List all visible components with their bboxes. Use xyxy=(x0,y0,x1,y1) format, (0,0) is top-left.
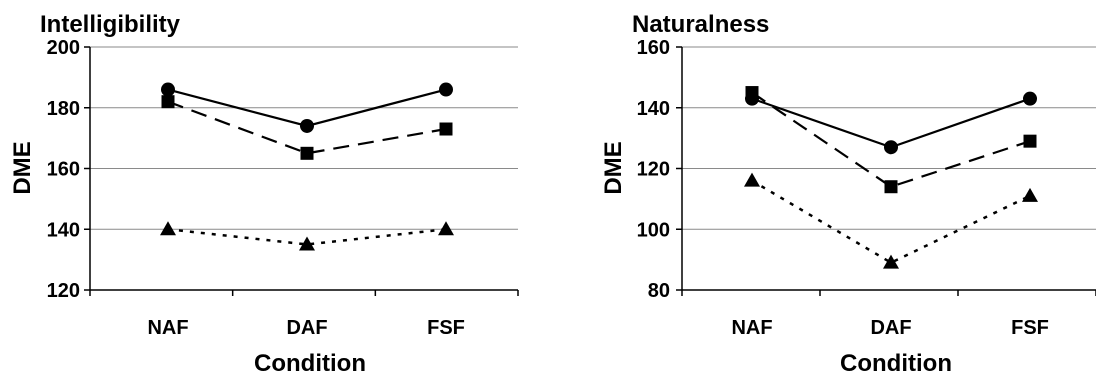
y-axis-label: DME xyxy=(600,141,627,194)
y-tick-label: 160 xyxy=(637,37,670,59)
y-tick-label: 140 xyxy=(637,98,670,120)
x-tick-label: FSF xyxy=(1011,317,1049,339)
x-tick-label: DAF xyxy=(286,317,327,339)
data-point-square xyxy=(161,95,175,109)
data-point-square xyxy=(439,122,453,136)
data-point-circle xyxy=(300,118,314,133)
data-point-circle xyxy=(1023,91,1037,106)
data-point-circle xyxy=(161,82,175,97)
chart-title: Intelligibility xyxy=(40,11,181,38)
y-tick-label: 180 xyxy=(47,98,80,120)
series-line-triangle xyxy=(751,179,1031,265)
series-line-triangle xyxy=(167,228,447,246)
data-point-square xyxy=(1023,134,1037,148)
data-point-circle xyxy=(884,140,898,155)
series-line-circle xyxy=(751,97,1031,149)
data-point-triangle xyxy=(883,254,899,269)
x-tick-label: FSF xyxy=(427,317,465,339)
y-tick-label: 120 xyxy=(47,280,80,302)
x-tick-label: DAF xyxy=(870,317,911,339)
x-tick-label: NAF xyxy=(731,317,772,339)
data-point-square xyxy=(884,180,898,194)
data-point-triangle xyxy=(438,221,454,236)
data-point-triangle xyxy=(1022,187,1038,202)
y-tick-label: 200 xyxy=(47,37,80,59)
y-tick-label: 140 xyxy=(47,219,80,241)
data-point-triangle xyxy=(744,172,760,187)
series-line-square xyxy=(751,91,1031,188)
x-axis-label: Condition xyxy=(254,350,366,377)
y-tick-label: 100 xyxy=(637,219,670,241)
data-point-circle xyxy=(439,82,453,97)
data-point-square xyxy=(300,146,314,160)
x-tick-label: NAF xyxy=(147,317,188,339)
data-point-square xyxy=(745,86,759,100)
y-tick-label: 120 xyxy=(637,159,670,181)
y-tick-label: 80 xyxy=(648,280,670,302)
data-point-triangle xyxy=(299,236,315,251)
data-point-triangle xyxy=(160,221,176,236)
y-axis-label: DME xyxy=(9,141,36,194)
y-tick-label: 160 xyxy=(47,159,80,181)
x-axis-label: Condition xyxy=(840,350,952,377)
chart-title: Naturalness xyxy=(632,11,769,38)
